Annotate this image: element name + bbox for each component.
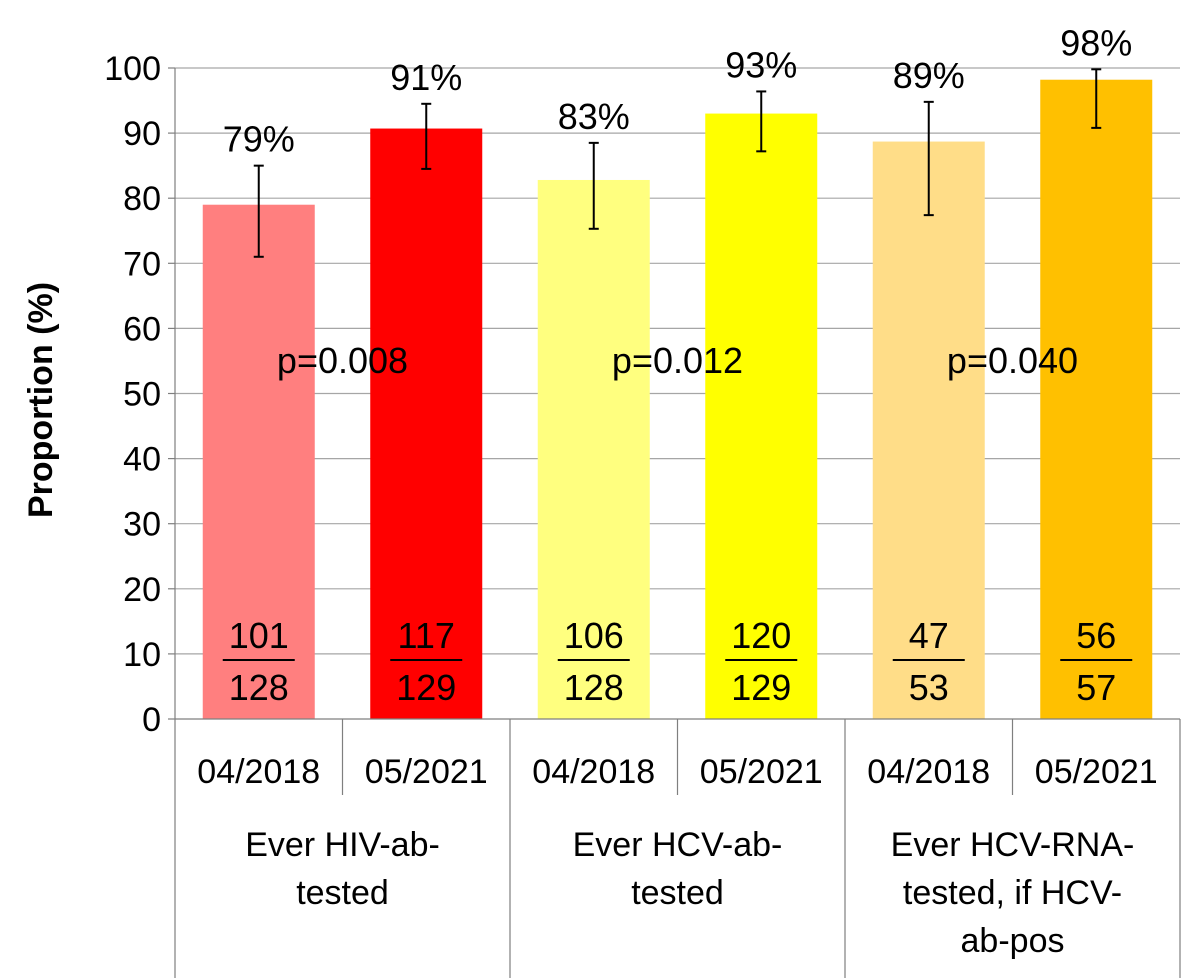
numerator-label: 56	[1076, 615, 1116, 656]
y-tick-label: 30	[123, 506, 161, 544]
data-label: 98%	[1060, 22, 1132, 63]
x-tick-label: 04/2018	[197, 753, 320, 791]
bar	[705, 113, 818, 719]
y-tick-label: 20	[123, 571, 161, 609]
y-tick-label: 50	[123, 376, 161, 414]
denominator-label: 128	[564, 667, 624, 708]
denominator-label: 53	[909, 667, 949, 708]
group-label-line: tested, if HCV-	[903, 874, 1122, 912]
data-label: 89%	[893, 55, 965, 96]
p-value-label: p=0.040	[947, 340, 1078, 381]
data-label: 83%	[558, 96, 630, 137]
bar	[537, 179, 650, 720]
numerator-label: 47	[909, 615, 949, 656]
x-tick-label: 05/2021	[1035, 753, 1158, 791]
y-tick-label: 70	[123, 245, 161, 283]
x-tick-label: 05/2021	[365, 753, 488, 791]
bar	[202, 204, 315, 719]
y-tick-label: 80	[123, 180, 161, 218]
denominator-label: 128	[229, 667, 289, 708]
y-axis-label: Proportion (%)	[22, 282, 60, 518]
bar	[370, 128, 483, 720]
group-label-line: Ever HCV-RNA-	[891, 826, 1135, 864]
group-label-line: tested	[631, 874, 724, 912]
data-label: 91%	[390, 57, 462, 98]
group-label-line: ab-pos	[961, 922, 1065, 960]
p-value-label: p=0.012	[612, 340, 743, 381]
axes	[168, 67, 1181, 978]
denominator-label: 129	[731, 667, 791, 708]
numerator-label: 106	[564, 615, 624, 656]
group-label-line: Ever HIV-ab-	[245, 826, 440, 864]
y-tick-label: 0	[142, 701, 161, 739]
gridlines	[175, 67, 1180, 655]
error-bars	[253, 68, 1102, 258]
group-label-line: Ever HCV-ab-	[573, 826, 783, 864]
data-label: 93%	[725, 44, 797, 85]
y-tick-label: 60	[123, 310, 161, 348]
y-tick-label: 40	[123, 441, 161, 479]
x-tick-label: 04/2018	[532, 753, 655, 791]
y-tick-label: 90	[123, 115, 161, 153]
group-label-line: tested	[296, 874, 389, 912]
numerator-label: 101	[229, 615, 289, 656]
x-tick-label: 05/2021	[700, 753, 823, 791]
numerator-label: 120	[731, 615, 791, 656]
p-value-label: p=0.008	[277, 340, 408, 381]
denominator-label: 129	[396, 667, 456, 708]
bar	[1040, 79, 1153, 719]
labels: 0 10 20 30 40 50 60 70 80 90 100 79% 101 128 04/2018 91…	[104, 22, 1157, 960]
x-tick-label: 04/2018	[867, 753, 990, 791]
bar	[872, 141, 985, 720]
data-label: 79%	[223, 119, 295, 160]
y-tick-label: 100	[104, 50, 161, 88]
numerator-label: 117	[398, 615, 455, 656]
denominator-label: 57	[1076, 667, 1116, 708]
y-tick-label: 10	[123, 636, 161, 674]
bars	[202, 79, 1153, 720]
